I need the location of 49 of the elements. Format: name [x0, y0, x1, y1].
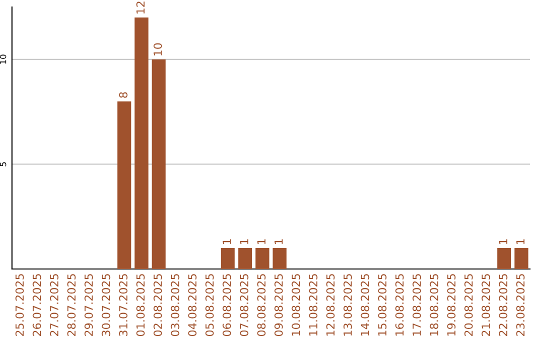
x-tick-label: 19.08.2025 [447, 274, 456, 336]
x-tick-label: 16.08.2025 [395, 274, 404, 336]
bar [514, 248, 528, 269]
x-tick-label: 10.08.2025 [292, 274, 300, 336]
x-tick-label: 26.07.2025 [32, 274, 42, 336]
data-label: 1 [240, 239, 248, 244]
bar [117, 101, 132, 269]
bar [497, 248, 512, 269]
x-tick-label: 22.08.2025 [498, 274, 508, 336]
x-tick-label: 09.08.2025 [274, 274, 283, 336]
data-label: 1 [499, 239, 508, 244]
bar [272, 248, 287, 269]
x-tick-label: 06.08.2025 [222, 274, 232, 336]
bar [134, 17, 148, 269]
bar [238, 248, 252, 269]
x-tick-label: 20.08.2025 [464, 274, 473, 336]
data-label: 1 [274, 239, 283, 244]
x-tick-label: 29.07.2025 [84, 274, 93, 336]
x-tick-label: 28.07.2025 [67, 274, 76, 336]
x-tick-label: 27.07.2025 [50, 274, 58, 336]
x-tick-label: 13.08.2025 [344, 274, 352, 336]
data-label: 12 [136, 2, 145, 14]
x-tick-label: 17.08.2025 [412, 274, 421, 336]
data-label: 1 [257, 239, 266, 244]
x-tick-label: 07.08.2025 [240, 274, 248, 336]
data-label: 1 [516, 239, 524, 244]
x-tick-label: 04.08.2025 [188, 274, 197, 336]
x-tick-label: 25.07.2025 [15, 274, 24, 336]
x-tick-label: 08.08.2025 [257, 274, 266, 336]
x-tick-label: 05.08.2025 [205, 274, 214, 336]
bar [220, 248, 235, 269]
x-tick-label: 15.08.2025 [378, 274, 386, 336]
x-tick-label: 21.08.2025 [482, 274, 490, 336]
data-label: 8 [119, 92, 128, 98]
bar [152, 59, 166, 269]
x-tick-label: 12.08.2025 [326, 274, 335, 336]
x-tick-label: 14.08.2025 [360, 274, 370, 336]
x-tick-label: 30.07.2025 [102, 274, 110, 336]
data-label: 1 [222, 239, 231, 244]
x-tick-label: 23.08.2025 [516, 274, 525, 336]
x-tick-label: 31.07.2025 [119, 274, 128, 336]
x-tick-label: 18.08.2025 [430, 274, 438, 336]
x-tick-label: 01.08.2025 [136, 274, 145, 336]
x-tick-label: 03.08.2025 [170, 274, 180, 336]
bar [255, 248, 270, 269]
x-tick-label: 11.08.2025 [308, 274, 318, 336]
x-tick-label: 02.08.2025 [154, 274, 162, 336]
data-label: 10 [154, 43, 162, 56]
y-tick-label: 5 [0, 162, 6, 166]
